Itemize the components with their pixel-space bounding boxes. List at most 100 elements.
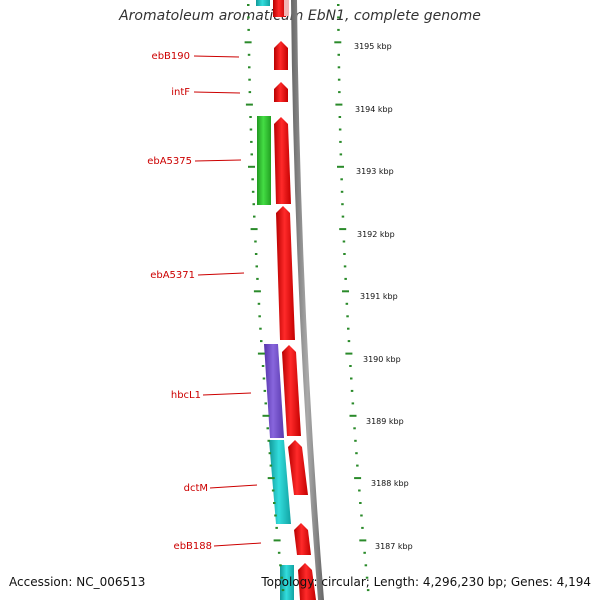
tick-mark <box>251 190 255 193</box>
gene-ebA5375[interactable] <box>274 117 291 204</box>
tick-mark <box>339 228 347 231</box>
tick-mark <box>250 228 258 231</box>
tick-mark <box>341 203 344 206</box>
gene-intF[interactable] <box>274 82 288 102</box>
tick-mark <box>251 178 254 181</box>
kbp-label-3190: 3190 kbp <box>363 355 401 364</box>
gene-label-hbcL1[interactable]: hbcL1 <box>171 390 201 401</box>
tick-mark <box>256 277 259 280</box>
gene-red-bottom <box>298 563 316 600</box>
tick-mark <box>342 290 349 293</box>
kbp-label-3191: 3191 kbp <box>360 292 398 301</box>
tick-mark <box>273 502 276 504</box>
tick-mark <box>361 526 364 529</box>
tick-mark <box>277 551 281 554</box>
tick-mark <box>349 414 357 417</box>
tick-mark <box>345 302 349 305</box>
tick-mark <box>350 377 353 380</box>
tick-mark <box>254 240 257 243</box>
kbp-label-3192: 3192 kbp <box>357 230 395 239</box>
tick-mark <box>249 116 252 118</box>
tick-mark <box>257 302 261 305</box>
gene-label-dctM[interactable]: dctM <box>184 483 208 494</box>
tick-mark <box>359 502 362 504</box>
gene-hbcL1[interactable] <box>282 345 301 436</box>
tick-mark <box>244 41 252 44</box>
tick-mark <box>353 427 356 430</box>
tick-mark <box>347 327 350 330</box>
map-title: Aromatoleum aromaticum EbN1, complete ge… <box>119 8 481 24</box>
tick-mark <box>337 66 341 69</box>
tick-mark <box>273 539 281 542</box>
right-tick-marks <box>334 4 370 592</box>
tick-mark <box>248 78 251 81</box>
tick-mark <box>274 514 277 517</box>
gene-dctM-partner[interactable] <box>269 440 291 524</box>
gene-hbcL1-partner[interactable] <box>264 344 284 438</box>
tick-mark <box>347 340 351 343</box>
tick-mark <box>340 190 344 193</box>
tick-mark <box>247 4 250 6</box>
tick-mark <box>359 539 367 542</box>
tick-mark <box>334 41 342 44</box>
gene-ebB190[interactable] <box>274 41 288 70</box>
tick-mark <box>350 389 354 392</box>
tick-mark <box>279 564 282 567</box>
tick-mark <box>280 576 283 579</box>
tick-mark <box>249 128 253 131</box>
tick-mark <box>345 352 353 355</box>
tick-mark <box>343 265 347 268</box>
tick-mark <box>351 402 355 405</box>
tick-mark <box>268 452 272 455</box>
gene-ebB188[interactable] <box>294 523 311 555</box>
gene-red-top <box>273 0 286 17</box>
tick-mark <box>337 165 344 168</box>
tick-mark <box>364 564 368 567</box>
gene-label-ebA5375[interactable]: ebA5375 <box>147 156 192 167</box>
tick-mark <box>254 253 258 255</box>
gene-ebA5375-partner[interactable] <box>257 116 271 205</box>
left-tick-marks <box>244 4 285 592</box>
tick-mark <box>247 28 250 31</box>
gene-ebA5371[interactable] <box>276 206 295 340</box>
kbp-label-3194: 3194 kbp <box>355 105 393 114</box>
tick-mark <box>261 365 265 367</box>
gene-label-intF[interactable]: intF <box>171 87 190 98</box>
tick-mark <box>271 489 275 492</box>
gene-label-ebA5371[interactable]: ebA5371 <box>150 270 195 281</box>
tick-mark <box>253 290 261 293</box>
tick-mark <box>346 315 349 318</box>
genome-backbone <box>291 0 324 600</box>
tick-mark <box>355 452 358 455</box>
gene-dctM[interactable] <box>288 440 308 495</box>
tick-mark <box>248 66 251 69</box>
tick-mark <box>267 439 270 442</box>
tick-mark <box>337 28 340 31</box>
tick-mark <box>269 464 273 467</box>
tick-mark <box>366 589 370 592</box>
tick-mark <box>260 340 263 343</box>
tick-mark <box>248 165 255 168</box>
tick-mark <box>263 389 267 392</box>
tick-mark <box>344 277 347 280</box>
tick-mark <box>262 377 266 380</box>
tick-mark <box>250 153 253 156</box>
gene-cyan-bottom <box>280 565 294 600</box>
tick-mark <box>338 91 341 94</box>
tick-mark <box>349 365 352 367</box>
tick-mark <box>248 91 252 94</box>
tick-mark <box>281 589 285 592</box>
gene-label-ebB190[interactable]: ebB190 <box>152 51 190 62</box>
tick-mark <box>264 402 267 405</box>
gene-cyan-top <box>256 0 270 6</box>
tick-mark <box>262 414 270 417</box>
tick-mark <box>354 439 357 442</box>
tick-mark <box>365 576 369 579</box>
kbp-label-3188: 3188 kbp <box>371 479 409 488</box>
tick-mark <box>360 514 363 517</box>
tick-mark <box>245 103 253 106</box>
tick-mark <box>338 128 342 131</box>
tick-mark <box>253 215 256 218</box>
gene-label-ebB188[interactable]: ebB188 <box>174 541 212 552</box>
